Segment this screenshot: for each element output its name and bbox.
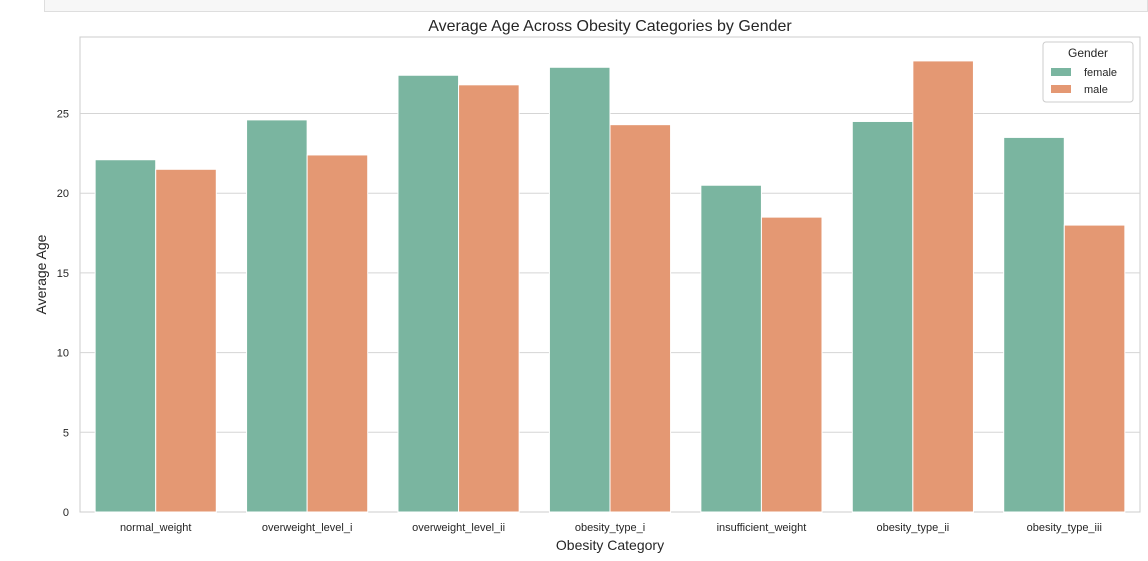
x-tick-label: obesity_type_ii bbox=[876, 522, 949, 534]
bar-female-insufficient_weight bbox=[700, 184, 762, 513]
x-tick-label: insufficient_weight bbox=[717, 522, 807, 534]
bar-female-obesity_type_i bbox=[548, 66, 611, 513]
y-axis-ticks: 0 5 10 15 20 25 bbox=[57, 109, 69, 519]
x-tick-label: overweight_level_i bbox=[262, 522, 353, 534]
x-axis-label: Obesity Category bbox=[556, 537, 664, 553]
bars bbox=[94, 60, 1126, 513]
bar-male-obesity_type_iii bbox=[1063, 224, 1126, 513]
x-tick-label: normal_weight bbox=[120, 522, 192, 534]
x-tick-label: obesity_type_iii bbox=[1027, 522, 1102, 534]
y-tick-label: 25 bbox=[57, 109, 69, 121]
bar-male-overweight_level_i bbox=[306, 154, 369, 513]
bar-male-overweight_level_ii bbox=[458, 84, 520, 513]
bar-female-obesity_type_iii bbox=[1003, 136, 1065, 513]
y-tick-label: 0 bbox=[63, 507, 69, 519]
legend: Gender female male bbox=[1042, 41, 1134, 103]
legend-label-female: female bbox=[1084, 67, 1117, 79]
legend-label-male: male bbox=[1084, 84, 1108, 96]
x-tick-label: overweight_level_ii bbox=[412, 522, 505, 534]
legend-title: Gender bbox=[1068, 46, 1108, 60]
bar-female-overweight_level_i bbox=[246, 119, 308, 513]
x-axis-ticks: normal_weight overweight_level_i overweigh… bbox=[120, 522, 1102, 534]
legend-swatch-female bbox=[1051, 68, 1071, 76]
bar-female-overweight_level_ii bbox=[397, 74, 460, 513]
bar-male-obesity_type_ii bbox=[912, 60, 974, 513]
x-tick-label: obesity_type_i bbox=[575, 522, 645, 534]
y-tick-label: 20 bbox=[57, 188, 69, 200]
y-axis-label: Average Age bbox=[33, 234, 49, 314]
legend-swatch-male bbox=[1051, 85, 1071, 93]
y-tick-label: 10 bbox=[57, 348, 69, 360]
y-tick-label: 5 bbox=[63, 427, 69, 439]
bar-female-normal_weight bbox=[94, 159, 157, 513]
bar-male-normal_weight bbox=[155, 168, 217, 513]
bar-male-insufficient_weight bbox=[760, 216, 823, 513]
chart-title: Average Age Across Obesity Categories by… bbox=[428, 18, 792, 35]
bar-male-obesity_type_i bbox=[609, 124, 672, 513]
y-tick-label: 15 bbox=[57, 268, 69, 280]
bar-female-obesity_type_ii bbox=[851, 120, 914, 513]
